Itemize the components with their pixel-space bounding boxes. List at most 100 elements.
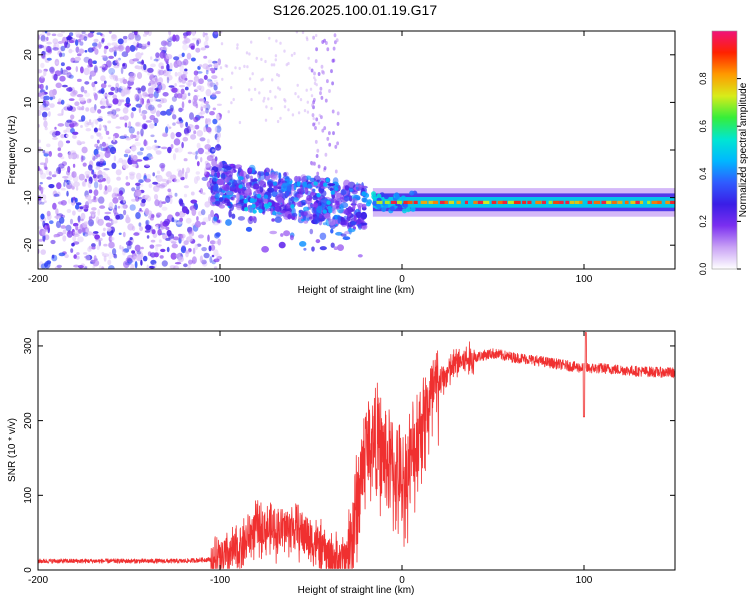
heatmap-cell [215,193,220,199]
heatmap-cell [144,230,151,233]
heatmap-cell [112,135,116,143]
heatmap-cell [272,63,276,67]
heatmap-cell [136,65,143,70]
heatmap-cell [205,162,211,171]
heatmap-cell [54,266,61,269]
heatmap-cell [527,200,532,204]
heatmap-cell [216,103,222,107]
heatmap-cell [136,72,143,79]
heatmap-cell [84,81,90,85]
heatmap-cell [88,119,92,123]
heatmap-cell [181,101,185,109]
heatmap-cell [362,197,368,203]
heatmap-cell [409,190,415,196]
heatmap-cell [97,109,102,114]
heatmap-cell [331,181,339,188]
heatmap-cell [311,246,315,252]
heatmap-cell [317,121,321,125]
heatmap-cell [220,172,226,181]
heatmap-cell [140,113,145,117]
heatmap-cell [337,244,344,252]
heatmap-cell [146,146,152,151]
heatmap-cell [108,251,113,260]
heatmap-cell [83,252,88,255]
heatmap-cell [80,115,86,122]
heatmap-cell [285,183,292,193]
heatmap-cell [156,212,162,216]
heatmap-cell [128,154,131,161]
heatmap-cell [361,203,367,209]
heatmap-cell [66,87,73,92]
heatmap-cell [351,190,358,195]
heatmap-cell [160,110,167,116]
heatmap-cell [66,230,73,238]
heatmap-cell [82,162,87,167]
heatmap-cell [54,58,60,67]
heatmap-cell [185,81,193,86]
heatmap-cell [43,100,50,107]
heatmap-cell [135,122,140,127]
heatmap-cell [90,168,94,175]
heatmap-cell [183,193,188,198]
heatmap-cell [57,41,64,44]
heatmap-cell [497,200,505,204]
heatmap-cell [141,63,144,71]
heatmap-cell [199,255,203,263]
heatmap-cell [169,265,176,269]
heatmap-cell [136,131,140,135]
heatmap-cell [198,112,203,116]
heatmap-cell [157,229,162,236]
heatmap-cell [39,44,44,49]
heatmap-cell [328,131,331,136]
heatmap-cell [199,137,206,142]
heatmap-cell [297,201,302,207]
heatmap-cell [283,49,286,53]
heatmap-cell [128,32,135,40]
heatmap-cell [298,187,305,195]
heatmap-cell [44,31,48,34]
heatmap-cell [139,208,142,211]
heatmap-cell [277,186,282,190]
heatmap-cell [108,201,114,210]
heatmap-cell [78,173,85,181]
heatmap-cell [71,242,75,247]
heatmap-cell [167,188,172,193]
heatmap-cell [81,146,88,154]
heatmap-cell [114,204,118,211]
heatmap-cell [91,121,94,128]
heatmap-cell [171,217,175,223]
heatmap-cell [57,123,65,127]
heatmap-cell [336,111,340,116]
heatmap-cell [240,169,244,178]
heatmap-cell [68,198,72,204]
heatmap-cell [123,153,129,158]
heatmap-cell [282,182,290,186]
heatmap-cell [355,211,363,219]
heatmap-cell [196,39,200,47]
heatmap-cell [103,243,108,247]
heatmap-cell [76,154,79,159]
heatmap-cell [204,45,210,49]
heatmap-cell [63,129,67,133]
heatmap-cell [303,220,309,224]
heatmap-cell [139,226,144,232]
heatmap-cell [154,139,157,143]
heatmap-cell [101,39,105,44]
heatmap-cell [314,59,318,64]
heatmap-cell [128,126,135,134]
heatmap-cell [60,45,66,52]
heatmap-cell [53,234,57,238]
heatmap-cell [665,200,670,204]
heatmap-cell [52,202,57,210]
heatmap-cell [96,132,102,137]
heatmap-cell [165,195,171,203]
heatmap-cell [147,67,154,73]
heatmap-cell [54,130,61,136]
snr-frame [37,330,676,571]
heatmap-cell [304,187,309,195]
heatmap-cell [64,121,70,128]
heatmap-cell [48,171,52,176]
heatmap-cell [120,85,126,90]
heatmap-cell [280,184,287,192]
